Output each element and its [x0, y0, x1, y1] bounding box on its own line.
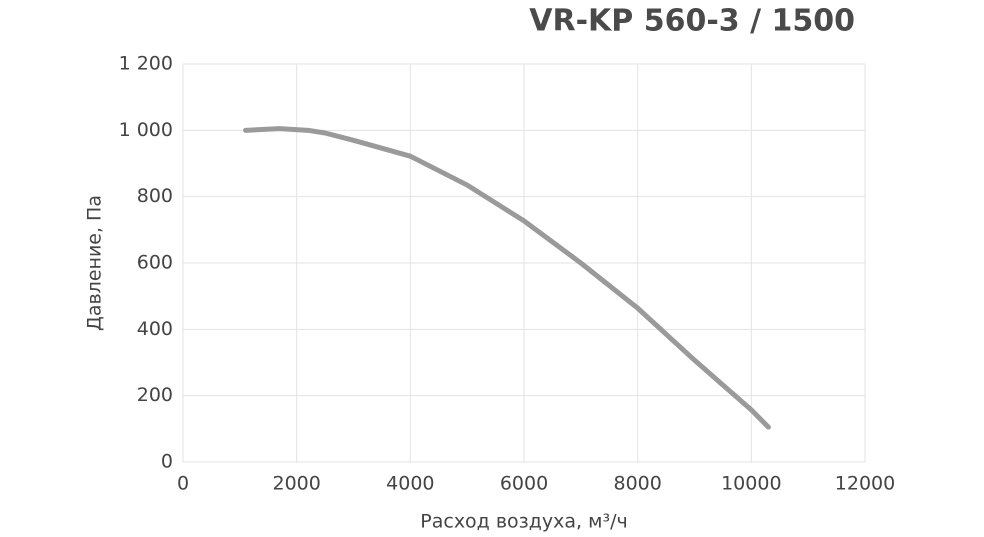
x-tick-label: 2000: [272, 473, 320, 495]
x-tick-label: 4000: [386, 473, 434, 495]
x-tick-label: 0: [177, 473, 189, 495]
y-tick-label: 1 200: [119, 53, 173, 75]
y-tick-label: 800: [137, 185, 173, 207]
x-tick-label: 10000: [721, 473, 781, 495]
y-tick-label: 400: [137, 318, 173, 340]
y-axis-label: Давление, Па: [84, 195, 106, 331]
y-tick-label: 1 000: [119, 119, 173, 141]
x-tick-label: 8000: [613, 473, 661, 495]
y-tick-label: 0: [161, 451, 173, 473]
x-axis-label: Расход воздуха, м³/ч: [420, 511, 627, 533]
chart-title: VR-KP 560-3 / 1500: [529, 4, 855, 39]
x-tick-label: 12000: [835, 473, 895, 495]
y-tick-label: 600: [137, 252, 173, 274]
y-tick-label: 200: [137, 384, 173, 406]
x-tick-label: 6000: [500, 473, 548, 495]
line-series: [243, 126, 771, 430]
